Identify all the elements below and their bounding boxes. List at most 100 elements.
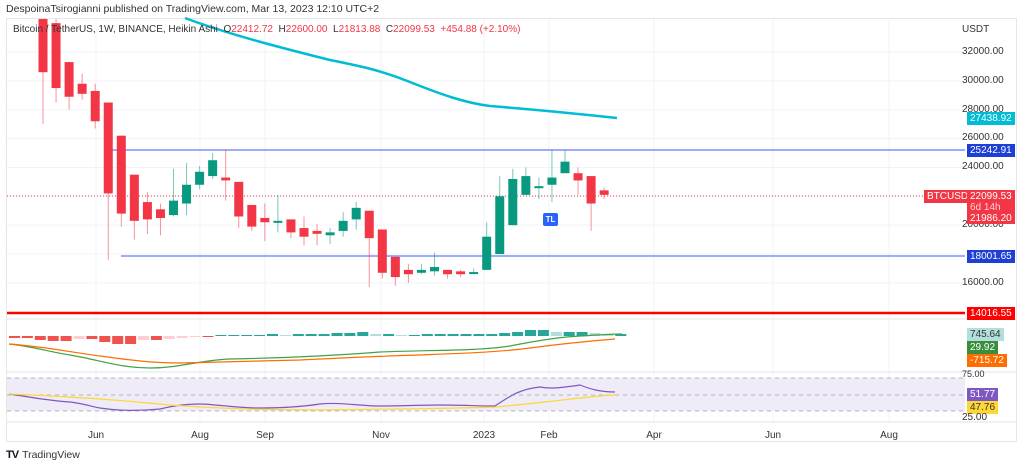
candles[interactable] [38,19,609,288]
rsi-ma-tag: 47.76 [967,401,999,414]
macd-bar [460,334,472,336]
macd-bar [434,334,446,336]
tradingview-logo-icon: TV [6,449,19,461]
price-change: +454.88 (+2.10%) [440,24,521,35]
macd-bar [331,333,343,336]
price-tick: 26000.00 [962,132,1004,143]
candle-body [430,267,439,272]
rsi-tag: 51.77 [967,388,999,401]
candle-body [325,232,335,236]
macd-bar [421,334,433,336]
time-tick: Jun [764,430,782,441]
rsi-line [8,384,616,411]
macd-bar [99,336,111,342]
macd-bar [150,336,162,340]
macd-bar [163,336,175,339]
time-tick: Aug [191,430,209,441]
macd-bar [34,336,46,340]
macd-bar [254,335,266,336]
macd-bar [202,336,214,337]
candle-body [234,181,244,217]
macd-bar [176,336,188,338]
macd-bar [383,334,395,336]
ma-value-tag: 27438.92 [967,112,1015,125]
candle-body [221,177,231,181]
time-tick: Nov [372,430,390,441]
macd-bar [370,334,382,336]
time-tick: Aug [880,430,898,441]
candle-body [116,135,126,214]
macd-bar [512,332,524,336]
macd-bar [576,332,588,336]
major-support-tag: 14016.55 [967,307,1015,320]
candle-body [443,269,453,275]
macd-bar [215,335,227,336]
bar-countdown: 6d 14h [970,202,1001,213]
macd-bar [473,334,485,336]
price-tick: 32000.00 [962,46,1004,57]
macd-line [8,333,623,369]
time-tick: 2023 [472,430,496,441]
time-tick: Apr [646,430,662,441]
moving-average-line[interactable] [184,16,618,120]
candle-body [469,272,479,275]
candle-body [586,176,596,204]
candle-body [129,174,139,221]
footer: TV TradingView [6,449,80,461]
support-tag: 18001.65 [967,250,1015,263]
macd-bar [9,336,20,338]
candle-body [390,256,400,278]
macd-bar [125,336,137,344]
last-price-tag: 22099.53 6d 14h 21986.20 [967,190,1015,224]
candle-body [38,19,48,73]
rsi-ma-line [8,393,616,411]
macd-bar [563,332,575,336]
candle-body [547,177,557,185]
candle-body [90,90,100,122]
candle-body [51,23,61,89]
macd-bar [357,332,369,336]
price-tick: 16000.00 [962,277,1004,288]
macd-bar [550,332,562,336]
candle-body [155,209,165,218]
candle-body [534,186,544,189]
macd-bar [138,336,149,340]
macd-bar [318,334,330,336]
price-tick: 30000.00 [962,75,1004,86]
macd-bar [21,336,33,338]
time-tick: Jun [87,430,105,441]
time-tick: Feb [540,430,558,441]
macd-bar [499,333,511,336]
symbol-tag: BTCUSDT [924,190,978,203]
tl-badge[interactable]: TL [543,213,558,226]
chart-frame[interactable] [6,18,1017,442]
chart-legend: Bitcoin / TetherUS, 1W, BINANCE, Heikin … [13,24,520,35]
macd-bar [73,336,85,339]
candle-body [364,210,374,239]
symbol-info: Bitcoin / TetherUS, 1W, BINANCE, Heikin … [13,24,218,35]
publisher-line: DespoinaTsirogianni published on Trading… [6,3,380,15]
candle-body [338,220,348,231]
candle-body [312,230,322,234]
candle-body [103,102,113,194]
candle-body [416,269,426,273]
candle-body [247,204,257,227]
candle-body [169,200,178,216]
candle-body [208,160,218,177]
candle-body [286,219,296,233]
macd-signal-line [8,338,616,364]
candle-body [195,171,205,185]
candle-body [456,271,466,275]
ohlc-values: O22412.72 H22600.00 L21813.88 C22099.53 … [223,24,521,35]
macd-bar [279,335,291,336]
candle-body [182,184,192,204]
rsi-upper-label: 75.00 [962,369,985,379]
macd-bar [47,336,59,341]
rsi-lower-label: 25.00 [962,412,988,423]
candle-body [260,217,270,223]
currency-label: USDT [962,24,990,35]
macd-bar [241,335,253,336]
candle-body [495,196,505,255]
candle-body [482,236,492,270]
